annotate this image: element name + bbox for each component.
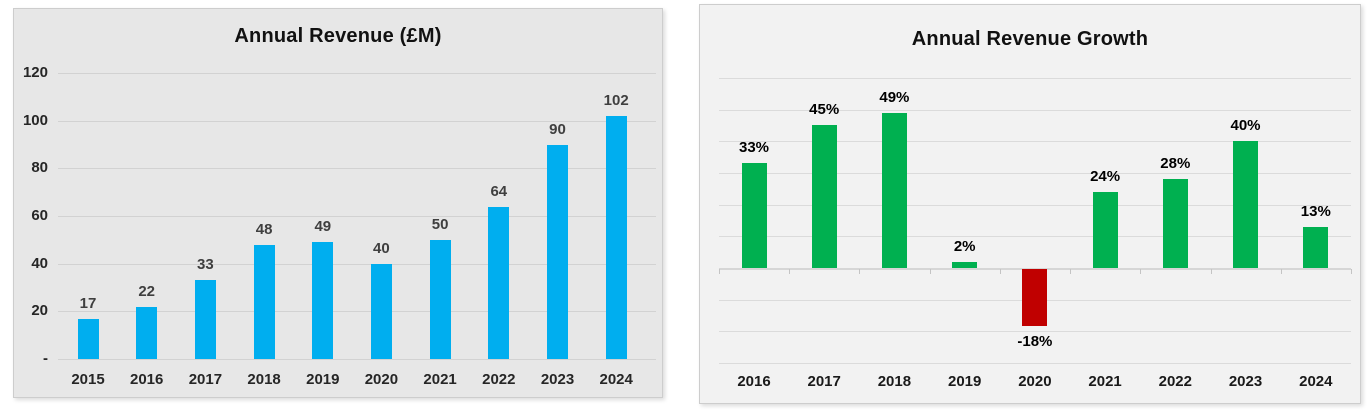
- gridline: [58, 120, 656, 122]
- x-axis-label-2020: 2020: [364, 371, 399, 388]
- axis-tick: [1140, 269, 1142, 274]
- data-label-2018: 48: [255, 220, 273, 238]
- bar-2021[interactable]: [429, 239, 451, 359]
- data-label-2018: 49%: [879, 88, 910, 106]
- gridline: [719, 141, 1351, 143]
- bar-2020[interactable]: [370, 263, 392, 359]
- gridline: [719, 236, 1351, 238]
- x-axis-label-2024: 2024: [1299, 373, 1333, 390]
- bar-2019[interactable]: [312, 242, 334, 359]
- axis-tick: [719, 269, 720, 274]
- bar-2022[interactable]: [488, 206, 510, 359]
- bar-2019[interactable]: [952, 261, 978, 268]
- gridline: [719, 109, 1351, 111]
- x-axis-label-2022: 2022: [1158, 373, 1192, 390]
- bar-2016[interactable]: [741, 163, 767, 268]
- bar-2022[interactable]: [1162, 179, 1188, 268]
- x-axis-label-2016: 2016: [130, 371, 164, 388]
- data-label-2022: 64: [490, 182, 508, 200]
- x-axis-line: [719, 267, 1351, 270]
- y-axis-tick-label: 60: [31, 207, 48, 224]
- data-label-2019: 49: [314, 218, 332, 236]
- gridline: [58, 263, 656, 265]
- axis-tick: [1351, 269, 1352, 274]
- bar-2023[interactable]: [547, 144, 568, 359]
- bar-2024[interactable]: [605, 115, 627, 359]
- data-label-2024: 102: [603, 91, 629, 109]
- data-label-2021: 50: [431, 215, 449, 233]
- x-axis-label-2021: 2021: [423, 371, 457, 388]
- data-label-2015: 17: [79, 294, 97, 312]
- data-label-2020: -18%: [1017, 333, 1053, 351]
- axis-tick: [1280, 269, 1282, 274]
- bar-2023[interactable]: [1233, 141, 1258, 268]
- bar-2015[interactable]: [77, 318, 99, 359]
- gridline: [58, 216, 656, 217]
- x-axis-label-2017: 2017: [807, 373, 841, 390]
- data-label-2016: 22: [138, 282, 156, 300]
- gridline: [58, 168, 656, 170]
- x-axis-label-2019: 2019: [948, 373, 982, 390]
- data-label-2022: 28%: [1160, 155, 1191, 173]
- gridline: [58, 311, 656, 313]
- gridline: [719, 77, 1351, 79]
- data-label-2020: 40: [373, 239, 390, 257]
- annual-revenue-growth-chart[interactable]: Annual Revenue Growth 33% 2016 45% 2017 49% 2…: [699, 4, 1361, 404]
- bar-2016[interactable]: [136, 306, 158, 359]
- annual-revenue-chart-title: Annual Revenue (£M): [234, 25, 442, 47]
- x-axis-label-2016: 2016: [737, 373, 771, 390]
- axis-tick: [999, 269, 1001, 274]
- x-axis-label-2022: 2022: [482, 371, 516, 388]
- y-axis-tick-label: 100: [22, 111, 48, 129]
- y-axis-tick-label: 20: [31, 302, 48, 320]
- gridline: [719, 331, 1351, 333]
- y-axis-tick-label: 120: [22, 64, 48, 81]
- x-axis-label-2018: 2018: [877, 373, 912, 390]
- data-label-2023: 40%: [1230, 117, 1261, 135]
- bar-2021[interactable]: [1092, 191, 1118, 268]
- axis-tick: [859, 269, 861, 274]
- bar-2017[interactable]: [811, 125, 837, 268]
- annual-revenue-growth-chart-title: Annual Revenue Growth: [911, 28, 1149, 50]
- gridline: [719, 172, 1351, 174]
- bar-2024[interactable]: [1303, 226, 1329, 268]
- data-label-2023: 90: [549, 120, 566, 138]
- data-label-2017: 45%: [809, 101, 840, 119]
- data-label-2021: 24%: [1090, 167, 1121, 185]
- data-label-2017: 33: [197, 256, 214, 274]
- gridline: [719, 204, 1351, 206]
- x-axis-label-2020: 2020: [1018, 373, 1052, 390]
- axis-tick: [1070, 269, 1072, 274]
- x-axis-label-2015: 2015: [71, 371, 105, 388]
- y-axis-tick-label: 40: [31, 254, 48, 272]
- x-axis-label-2024: 2024: [599, 371, 633, 388]
- x-axis-label-2023: 2023: [1228, 373, 1263, 390]
- data-label-2016: 33%: [738, 139, 770, 157]
- bar-2017[interactable]: [194, 280, 216, 359]
- y-axis-tick-label: -: [43, 350, 48, 367]
- x-axis-label-2018: 2018: [247, 371, 281, 388]
- bar-2018[interactable]: [881, 112, 907, 268]
- annual-revenue-chart[interactable]: Annual Revenue (£M) - 20 40 60 80 100 120 17 201…: [13, 8, 663, 398]
- gridline: [58, 359, 656, 360]
- gridline: [58, 73, 656, 74]
- axis-tick: [929, 269, 931, 274]
- data-label-2019: 2%: [953, 237, 976, 255]
- x-axis-label-2017: 2017: [188, 371, 223, 388]
- x-axis-label-2021: 2021: [1088, 373, 1122, 390]
- x-axis-label-2023: 2023: [540, 371, 575, 388]
- axis-tick: [789, 269, 791, 274]
- x-axis-label-2019: 2019: [306, 371, 340, 388]
- data-label-2024: 13%: [1300, 202, 1331, 220]
- bar-2020[interactable]: [1022, 269, 1048, 327]
- axis-tick: [1210, 269, 1212, 274]
- y-axis-tick-label: 80: [31, 159, 48, 177]
- gridline: [719, 363, 1351, 365]
- bar-2018[interactable]: [253, 244, 275, 359]
